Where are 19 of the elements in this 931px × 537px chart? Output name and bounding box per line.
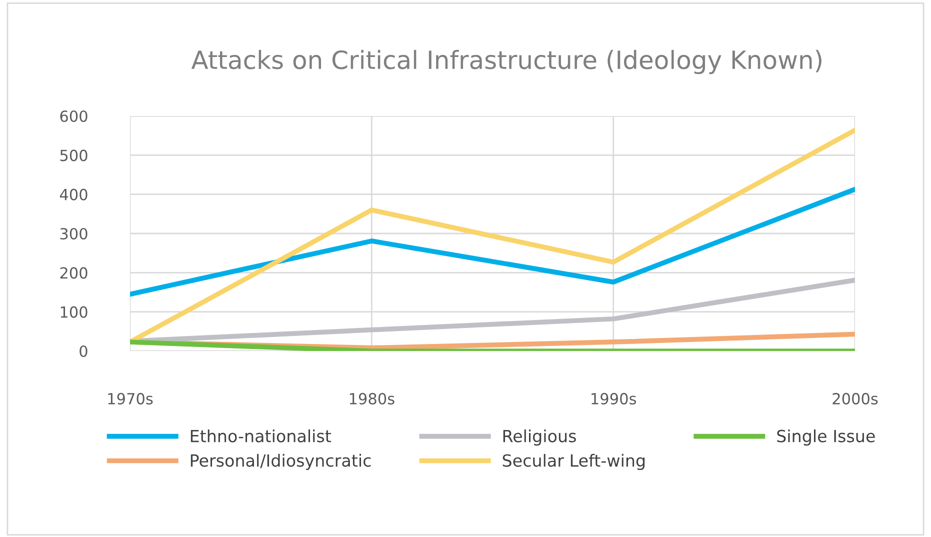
x-tick-label: 1990s <box>592 392 636 404</box>
legend-label: Personal/Idiosyncratic <box>190 454 371 470</box>
x-tick-label: 1970s <box>108 392 153 404</box>
line-series <box>130 186 855 297</box>
legend-label: Ethno-nationalist <box>190 429 332 442</box>
x-tick-label: 2000s <box>832 392 878 404</box>
y-tick-label: 100 <box>60 306 88 318</box>
y-tick-label: 200 <box>60 267 88 279</box>
y-tick-label: 400 <box>60 188 88 200</box>
legend-label: Secular Left-wing <box>502 454 645 470</box>
y-tick-label: 500 <box>60 150 88 162</box>
y-tick-label: 600 <box>60 110 88 122</box>
y-tick-label: 300 <box>60 228 88 240</box>
x-tick-label: 1980s <box>350 392 394 404</box>
legend-label: Single Issue <box>777 429 875 446</box>
y-tick-label: 0 <box>80 345 88 358</box>
line-series <box>130 278 855 344</box>
legend-label: Religious <box>503 429 576 446</box>
chart-title: Attacks on Critical Infrastructure (Ideology Known) <box>191 50 822 74</box>
